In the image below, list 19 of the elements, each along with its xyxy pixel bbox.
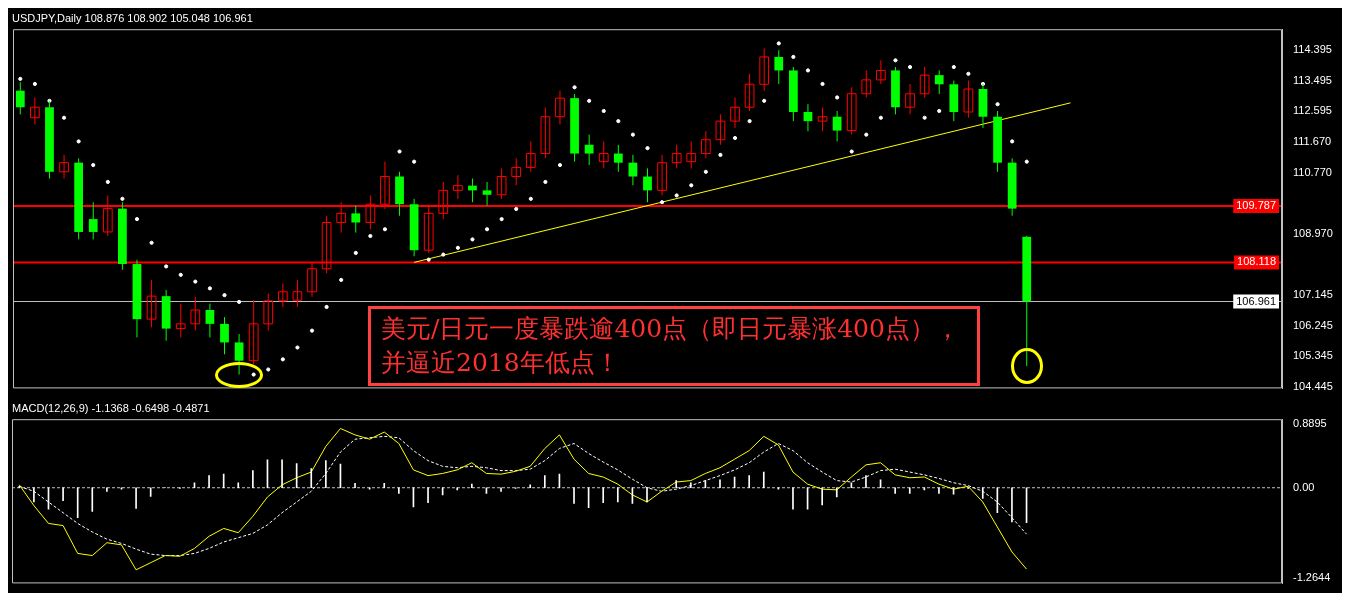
chart-title: MACD(12,26,9) -1.1368 -0.6498 -0.4871 [12, 401, 210, 414]
ref-line-label: 106.961 [1236, 294, 1276, 307]
y-tick-label: 0.8895 [1293, 417, 1327, 430]
annotation: 美元/日元一度暴跌逾400点（即日元暴涨400点），并逼近2018年低点！ [368, 306, 980, 386]
y-tick-label: 113.495 [1293, 73, 1332, 86]
ref-line-label: 109.787 [1236, 199, 1276, 212]
y-tick-label: 104.445 [1293, 379, 1333, 392]
y-tick-label: 108.970 [1293, 226, 1333, 239]
y-tick-label: 114.395 [1293, 43, 1332, 56]
ref-line-label: 108.118 [1237, 255, 1277, 268]
y-tick-label: 107.145 [1293, 288, 1333, 301]
chart-title: USDJPY,Daily 108.876 108.902 105.048 106.961 [12, 11, 253, 24]
y-tick-label: -1.2644 [1293, 571, 1331, 584]
y-tick-label: 105.345 [1293, 349, 1333, 362]
y-tick-label: 111.670 [1293, 135, 1332, 148]
y-tick-label: 110.770 [1293, 165, 1332, 178]
y-tick-label: 0.00 [1293, 480, 1315, 493]
y-tick-label: 106.245 [1293, 318, 1333, 331]
y-tick-label: 112.595 [1293, 104, 1332, 117]
